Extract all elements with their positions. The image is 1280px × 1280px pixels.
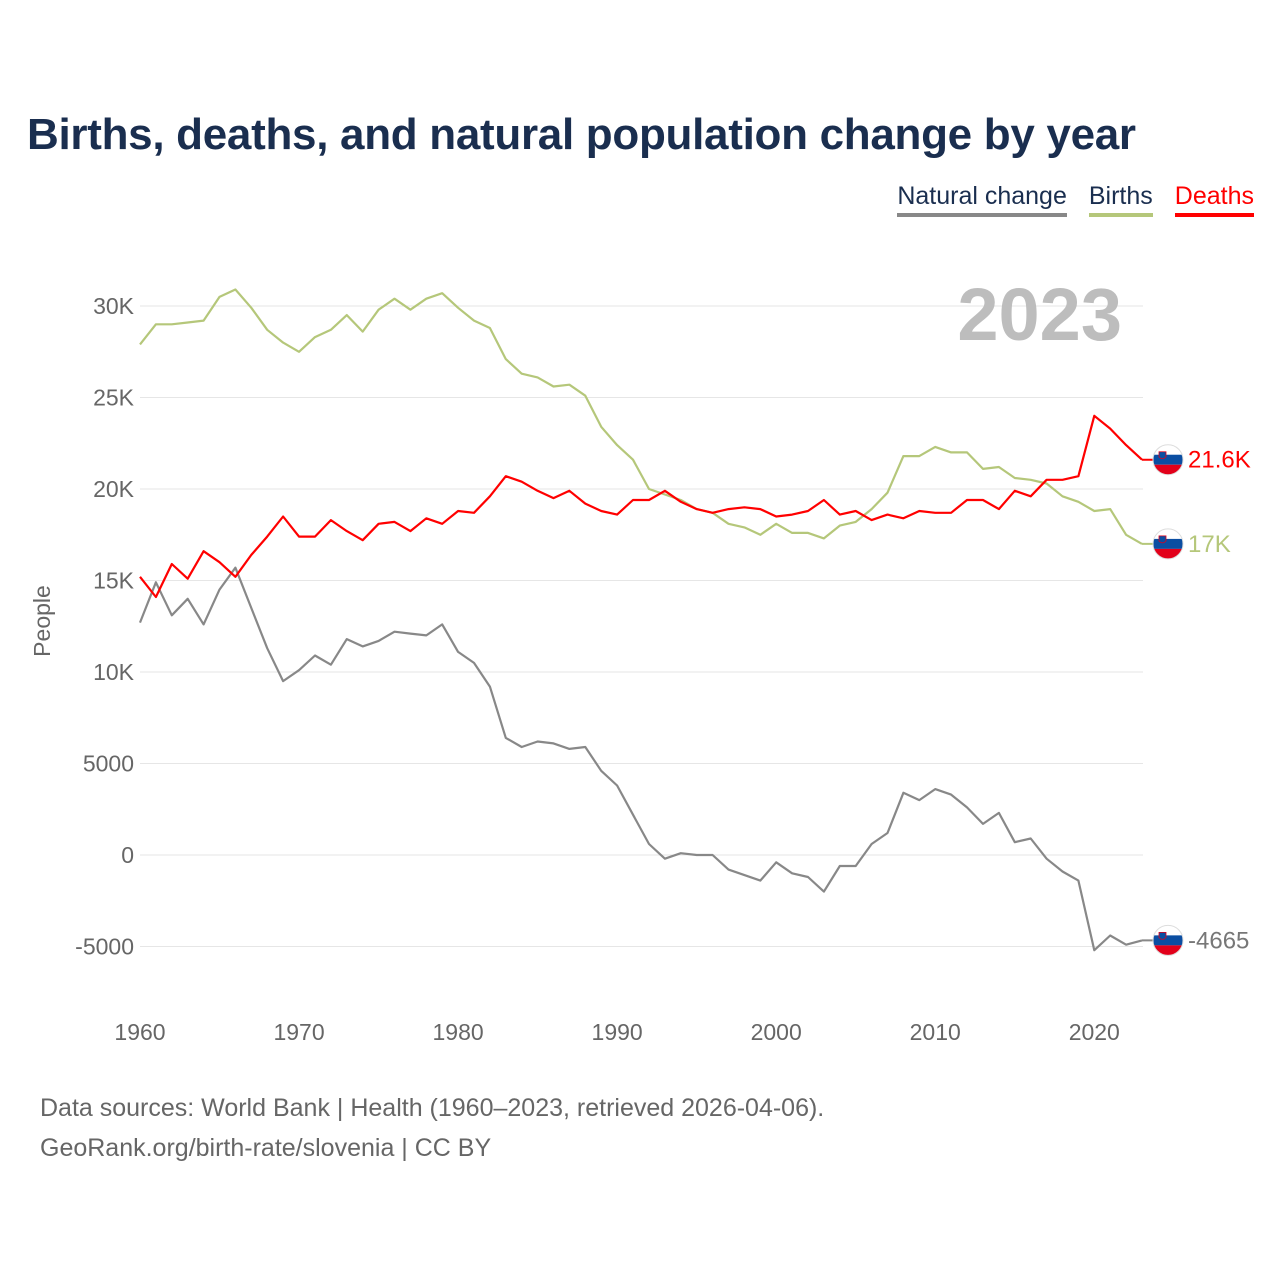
y-axis-label: People: [29, 585, 55, 657]
slovenia-flag-icon: [1152, 444, 1184, 476]
legend-deaths[interactable]: Deaths: [1174, 182, 1254, 217]
source-note: Data sources: World Bank | Health (1960–…: [40, 1088, 824, 1168]
y-tick-label: 20K: [93, 476, 135, 502]
y-tick-label: 30K: [93, 293, 135, 319]
x-tick-label: 2010: [910, 1019, 961, 1045]
y-tick-label: 0: [121, 842, 134, 868]
y-tick-label: 10K: [93, 659, 135, 685]
x-tick-label: 2000: [751, 1019, 802, 1045]
legend-births[interactable]: Births: [1088, 182, 1153, 217]
y-tick-label: 25K: [93, 385, 135, 411]
slovenia-flag-icon: [1152, 528, 1184, 560]
series-line-births: [139, 288, 1143, 545]
x-tick-label: 2020: [1069, 1019, 1120, 1045]
x-tick-label: 1980: [433, 1019, 484, 1045]
end-value-label: 17K: [1188, 531, 1231, 558]
source-line-1: Data sources: World Bank | Health (1960–…: [40, 1094, 825, 1122]
series-line-deaths: [139, 414, 1143, 599]
chart-title: Births, deaths, and natural population c…: [27, 110, 1136, 159]
y-tick-label: 15K: [93, 568, 135, 594]
y-tick-label: 5000: [83, 751, 134, 777]
legend-natural-change[interactable]: Natural change: [897, 182, 1067, 217]
year-label: 2023: [957, 273, 1122, 356]
x-tick-label: 1970: [273, 1019, 324, 1045]
slovenia-flag-icon: [1152, 924, 1184, 956]
x-tick-label: 1990: [592, 1019, 643, 1045]
x-tick-label: 1960: [114, 1019, 165, 1045]
y-tick-label: -5000: [75, 934, 134, 960]
end-value-label: -4665: [1188, 927, 1249, 954]
legend: Natural change Births Deaths: [897, 182, 1254, 217]
source-line-2[interactable]: GeoRank.org/birth-rate/slovenia | CC BY: [40, 1134, 492, 1162]
series-line-natural-change: [138, 566, 1143, 952]
end-value-label: 21.6K: [1188, 447, 1251, 474]
